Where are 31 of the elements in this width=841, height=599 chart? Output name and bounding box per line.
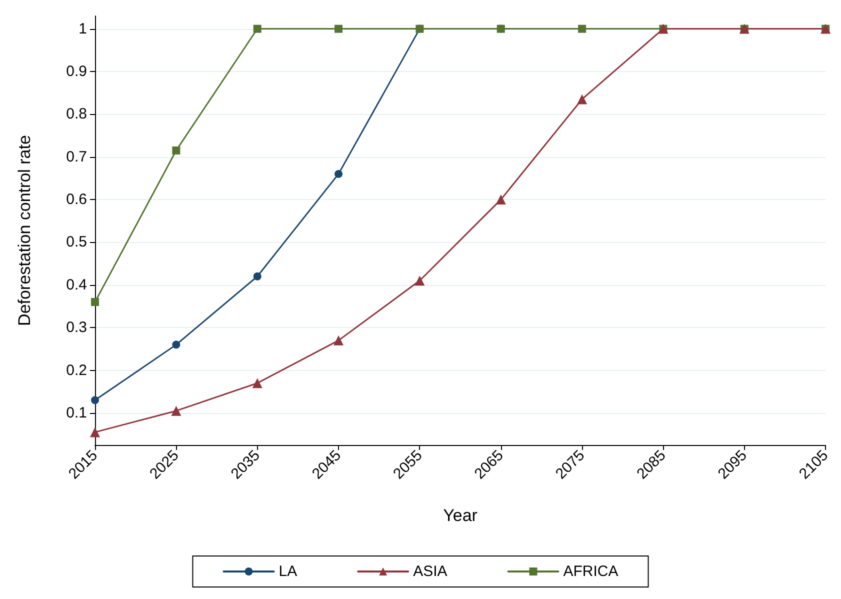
y-tick-label: 0.4 bbox=[66, 276, 87, 294]
point bbox=[91, 298, 99, 306]
y-tick-label: 0.7 bbox=[66, 148, 87, 166]
legend-label: AFRICA bbox=[563, 563, 618, 580]
point bbox=[90, 427, 100, 438]
y-tick-label: 0.6 bbox=[66, 191, 87, 208]
y-tick-label: 0.9 bbox=[66, 62, 87, 80]
y-tick-label: 0.2 bbox=[66, 362, 87, 379]
y-tick-label: 1 bbox=[78, 20, 87, 38]
point bbox=[334, 24, 343, 33]
point bbox=[253, 272, 262, 280]
point bbox=[91, 396, 99, 404]
point bbox=[334, 170, 343, 178]
y-tick-label: 0.8 bbox=[66, 106, 87, 123]
point bbox=[334, 335, 344, 346]
y-axis-title: Deforestation control rate bbox=[15, 135, 34, 326]
point bbox=[252, 378, 262, 388]
point bbox=[577, 94, 588, 104]
x-axis-title: Year bbox=[443, 506, 478, 525]
point bbox=[496, 194, 506, 205]
y-tick-label: 0.3 bbox=[66, 319, 87, 336]
point bbox=[172, 340, 180, 349]
point bbox=[253, 24, 262, 33]
point bbox=[171, 406, 182, 416]
point bbox=[414, 276, 425, 286]
y-tick-label: 0.1 bbox=[66, 404, 87, 422]
y-tick-label: 0.5 bbox=[66, 234, 87, 251]
point bbox=[172, 146, 180, 154]
legend-label: ASIA bbox=[413, 563, 448, 580]
point bbox=[578, 24, 586, 33]
legend-label: LA bbox=[278, 563, 298, 580]
